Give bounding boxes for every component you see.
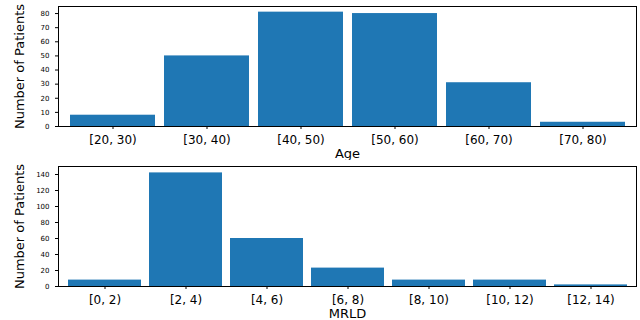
svg-text:40: 40 (41, 251, 50, 259)
svg-text:[60, 70): [60, 70) (465, 133, 513, 147)
svg-text:Age: Age (335, 146, 360, 161)
svg-text:50: 50 (41, 52, 50, 60)
svg-text:100: 100 (36, 203, 49, 211)
svg-text:80: 80 (41, 219, 50, 227)
svg-text:70: 70 (41, 24, 50, 32)
svg-text:[30, 40): [30, 40) (183, 133, 231, 147)
svg-text:MRLD: MRLD (329, 306, 367, 320)
svg-text:120: 120 (36, 187, 49, 195)
svg-text:Number of Patients: Number of Patients (12, 164, 27, 289)
svg-text:[2, 4): [2, 4) (170, 293, 202, 307)
svg-text:0: 0 (45, 283, 49, 291)
svg-text:60: 60 (41, 235, 50, 243)
svg-text:[4, 6): [4, 6) (251, 293, 283, 307)
svg-text:Number of Patients: Number of Patients (12, 4, 27, 129)
svg-text:[50, 60): [50, 60) (371, 133, 419, 147)
svg-text:30: 30 (41, 80, 50, 88)
svg-text:20: 20 (41, 267, 50, 275)
svg-text:[0, 2): [0, 2) (89, 293, 121, 307)
svg-text:60: 60 (41, 38, 50, 46)
svg-text:[10, 12): [10, 12) (486, 293, 534, 307)
svg-text:[12, 14): [12, 14) (567, 293, 615, 307)
svg-text:[8, 10): [8, 10) (409, 293, 449, 307)
svg-text:[40, 50): [40, 50) (277, 133, 325, 147)
svg-text:140: 140 (36, 171, 49, 179)
svg-text:0: 0 (45, 123, 49, 131)
svg-text:[20, 30): [20, 30) (89, 133, 137, 147)
svg-text:40: 40 (41, 66, 50, 74)
svg-text:80: 80 (41, 10, 50, 18)
svg-text:[6, 8): [6, 8) (331, 293, 365, 307)
svg-text:[70, 80): [70, 80) (559, 133, 607, 147)
svg-text:10: 10 (41, 109, 50, 117)
svg-text:20: 20 (41, 95, 50, 103)
